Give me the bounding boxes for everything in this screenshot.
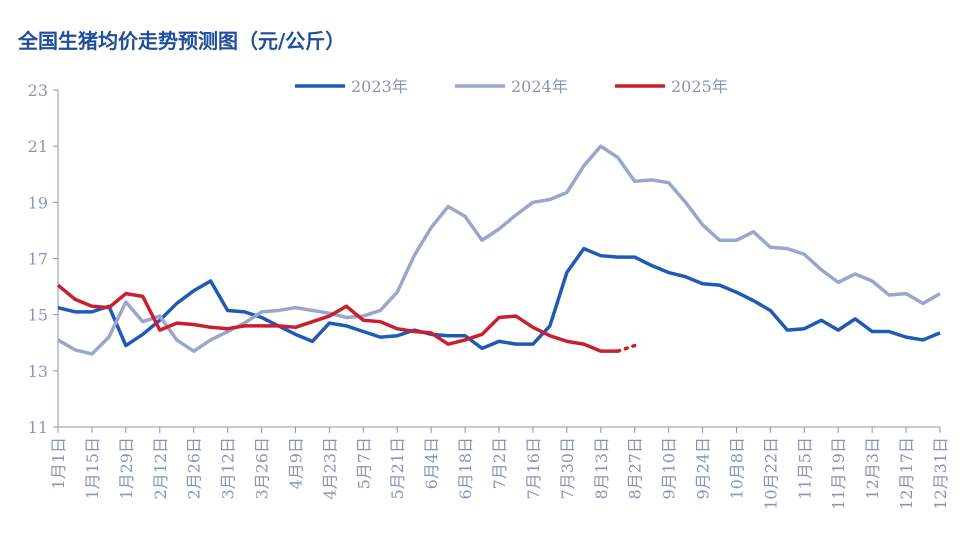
y-tick-label: 15 — [28, 306, 48, 325]
forecast-line — [615, 343, 637, 353]
x-tick-label: 9月24日 — [694, 437, 713, 500]
x-tick-label: 6月18日 — [456, 437, 475, 500]
x-tick-label: 7月16日 — [524, 437, 543, 500]
chart-title: 全国生猪均价走势预测图（元/公斤） — [17, 29, 345, 53]
x-tick-label: 12月17日 — [897, 437, 916, 510]
x-tick-label: 7月30日 — [558, 437, 577, 500]
x-tick-label: 4月23日 — [320, 437, 339, 500]
x-tick-label: 5月7日 — [354, 437, 373, 489]
x-tick-label: 7月2日 — [490, 437, 509, 489]
x-tick-label: 8月13日 — [592, 437, 611, 500]
y-tick-label: 23 — [28, 81, 48, 100]
x-tick-label: 11月5日 — [795, 437, 814, 500]
x-tick-label: 1月1日 — [49, 437, 68, 489]
legend-label: 2024年 — [511, 77, 568, 96]
x-tick-label: 9月10日 — [660, 437, 679, 500]
x-tick-label: 6月4日 — [422, 437, 441, 489]
x-tick-label: 11月19日 — [829, 437, 848, 510]
legend-label: 2023年 — [351, 77, 408, 96]
x-tick-label: 10月22日 — [761, 437, 780, 510]
series-line — [57, 246, 941, 351]
x-tick-label: 8月27日 — [626, 437, 645, 500]
x-tick-label: 2月26日 — [185, 437, 204, 500]
x-tick-label: 3月26日 — [253, 437, 272, 500]
x-tick-label: 4月9日 — [286, 437, 305, 489]
x-tick-label: 2月12日 — [151, 437, 170, 500]
x-tick-label: 5月21日 — [388, 437, 407, 500]
x-tick-label: 10月8日 — [727, 437, 746, 500]
series-line — [56, 283, 618, 353]
series-line — [57, 144, 941, 356]
y-tick-label: 19 — [28, 193, 48, 212]
x-tick-label: 3月12日 — [219, 437, 238, 500]
y-tick-label: 21 — [28, 137, 48, 156]
y-tick-label: 13 — [28, 362, 48, 381]
x-tick-label: 12月3日 — [863, 437, 882, 500]
x-tick-label: 12月31日 — [931, 437, 950, 510]
y-tick-label: 17 — [28, 250, 48, 269]
legend-label: 2025年 — [671, 77, 728, 96]
x-tick-label: 1月15日 — [83, 437, 102, 500]
x-tick-label: 1月29日 — [117, 437, 136, 500]
y-tick-label: 11 — [28, 418, 48, 437]
